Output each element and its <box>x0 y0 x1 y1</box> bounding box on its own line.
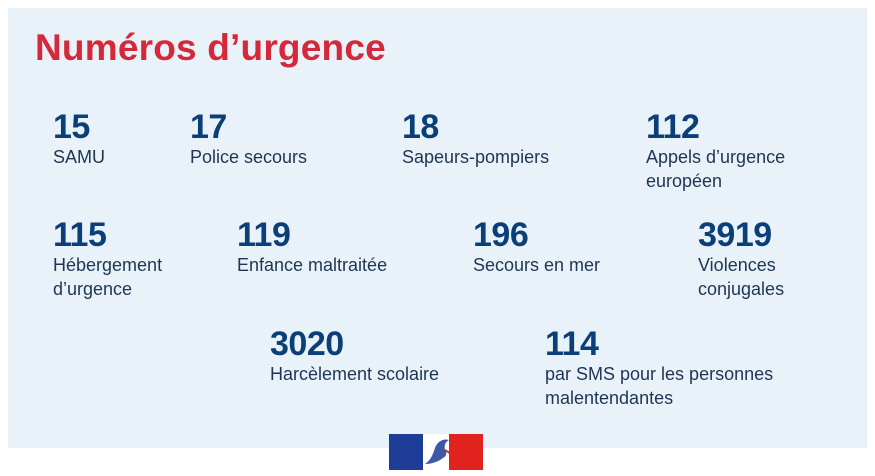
page-title: Numéros d’urgence <box>35 27 386 68</box>
entry-number: 3919 <box>698 216 772 254</box>
entry-label: Enfance maltraitée <box>237 255 388 275</box>
entry-112: 112 Appels d’urgence européen <box>646 109 785 193</box>
entry-label: SAMU <box>53 147 106 167</box>
flag-red-band <box>449 434 483 470</box>
entry-label: Violences conjugales <box>698 255 785 299</box>
entry-115: 115 Hébergement d’urgence <box>53 217 162 301</box>
marianne-logo-icon <box>389 434 483 470</box>
entry-119: 119 Enfance maltraitée <box>237 217 387 277</box>
emergency-numbers-card: Numéros d’urgence 15 SAMU 17 Police seco… <box>8 8 867 448</box>
entry-samu: 15 SAMU <box>53 109 105 169</box>
entry-number: 112 <box>646 108 700 146</box>
entry-pompiers: 18 Sapeurs-pompiers <box>402 109 549 169</box>
entry-label: Appels d’urgence européen <box>646 147 786 191</box>
entry-number: 18 <box>402 108 439 146</box>
entry-label: Harcèlement scolaire <box>270 364 440 384</box>
entry-114: 114 par SMS pour les personnes malentend… <box>545 326 773 410</box>
entry-3020: 3020 Harcèlement scolaire <box>270 326 439 386</box>
entry-label: Sapeurs-pompiers <box>402 147 550 167</box>
marianne-profile-icon <box>424 439 456 464</box>
entry-number: 119 <box>237 216 291 254</box>
entry-number: 115 <box>53 216 107 254</box>
entry-number: 196 <box>473 216 529 254</box>
entry-police: 17 Police secours <box>190 109 307 169</box>
flag-white-band <box>422 434 456 470</box>
entry-number: 3020 <box>270 325 344 363</box>
entry-number: 114 <box>545 325 599 363</box>
entry-label: Secours en mer <box>473 255 601 275</box>
entry-196: 196 Secours en mer <box>473 217 600 277</box>
entry-number: 17 <box>190 108 227 146</box>
entry-label: par SMS pour les personnes malentendante… <box>545 364 774 408</box>
entry-label: Police secours <box>190 147 308 167</box>
flag-blue-band <box>389 434 423 470</box>
entry-number: 15 <box>53 108 90 146</box>
entry-label: Hébergement d’urgence <box>53 255 163 299</box>
entry-3919: 3919 Violences conjugales <box>698 217 784 301</box>
